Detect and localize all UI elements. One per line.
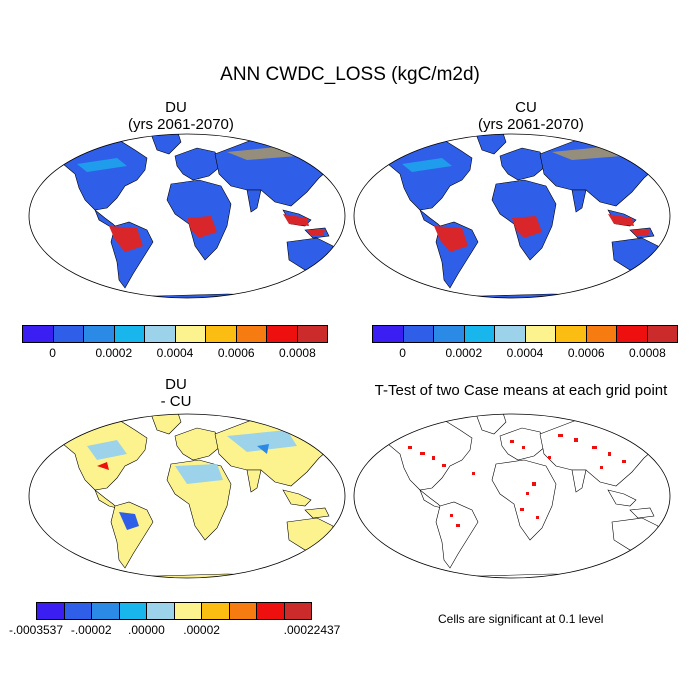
cu-colorbar-labels: 0 0.0002 0.0004 0.0006 0.0008 [372, 346, 678, 362]
du-title: DU [165, 99, 187, 116]
colorbar-tick-label: .00000 [128, 623, 165, 637]
colorbar-swatch [297, 326, 327, 342]
du-map [28, 133, 346, 299]
diff-colorbar [36, 602, 312, 620]
colorbar-swatch [525, 326, 556, 342]
colorbar-swatch [229, 603, 257, 619]
colorbar-swatch [434, 326, 465, 342]
colorbar-swatch [464, 326, 495, 342]
colorbar-swatch [64, 603, 92, 619]
colorbar-tick-label: -.00002 [70, 623, 112, 637]
diff-colorbar-labels: -.0003537 -.00002 .00000 .00002 .00022437 [9, 623, 340, 639]
colorbar-swatch [202, 603, 230, 619]
colorbar-swatch [267, 326, 298, 342]
colorbar-swatch [84, 326, 115, 342]
colorbar-tick-label: 0.0004 [506, 346, 544, 360]
colorbar-tick-label: .00022437 [283, 623, 341, 637]
colorbar-swatch [92, 603, 120, 619]
colorbar-swatch [147, 603, 175, 619]
colorbar-tick-label: 0.0008 [629, 346, 666, 360]
cu-map [353, 133, 671, 299]
figure-title: ANN CWDC_LOSS (kgC/m2d) [220, 64, 480, 85]
cu-subtitle: (yrs 2061-2070) [478, 116, 584, 133]
colorbar-swatch [114, 326, 145, 342]
colorbar-swatch [257, 603, 285, 619]
cu-panel-title: CU (yrs 2061-2070) [478, 99, 584, 133]
colorbar-swatch [495, 326, 526, 342]
colorbar-swatch [175, 326, 206, 342]
colorbar-swatch [53, 326, 84, 342]
colorbar-swatch [647, 326, 677, 342]
colorbar-swatch [617, 326, 648, 342]
colorbar-tick-label: 0.0002 [95, 346, 133, 360]
cu-title: CU [515, 99, 537, 116]
colorbar-swatch [145, 326, 176, 342]
colorbar-tick-label: 0.0006 [567, 346, 605, 360]
colorbar-swatch [284, 603, 311, 619]
colorbar-tick-label: 0.0008 [279, 346, 316, 360]
colorbar-tick-label: -.0003537 [8, 623, 64, 637]
colorbar-tick-label: 0.0006 [217, 346, 255, 360]
colorbar-swatch [174, 603, 202, 619]
colorbar-swatch [23, 326, 54, 342]
ttest-title: T-Test of two Case means at each grid po… [374, 382, 668, 399]
du-colorbar-labels: 0 0.0002 0.0004 0.0006 0.0008 [22, 346, 328, 362]
colorbar-tick-label: 0 [49, 346, 56, 360]
cu-colorbar [372, 325, 678, 343]
diff-map [28, 413, 346, 579]
colorbar-tick-label: 0.0002 [445, 346, 483, 360]
colorbar-swatch [586, 326, 617, 342]
colorbar-tick-label: 0 [399, 346, 406, 360]
colorbar-swatch [236, 326, 267, 342]
colorbar-swatch [119, 603, 147, 619]
colorbar-swatch [37, 603, 65, 619]
du-subtitle: (yrs 2061-2070) [128, 116, 234, 133]
ttest-map [353, 413, 671, 579]
ttest-note: Cells are significant at 0.1 level [438, 612, 604, 626]
diff-subtitle: - CU [160, 393, 192, 410]
colorbar-swatch [373, 326, 404, 342]
colorbar-swatch [206, 326, 237, 342]
diff-title: DU [165, 376, 187, 393]
du-colorbar [22, 325, 328, 343]
colorbar-tick-label: 0.0004 [156, 346, 194, 360]
colorbar-swatch [403, 326, 434, 342]
du-panel-title: DU (yrs 2061-2070) [128, 99, 234, 133]
colorbar-swatch [556, 326, 587, 342]
colorbar-tick-label: .00002 [183, 623, 220, 637]
diff-panel-title: DU - CU [128, 376, 224, 410]
